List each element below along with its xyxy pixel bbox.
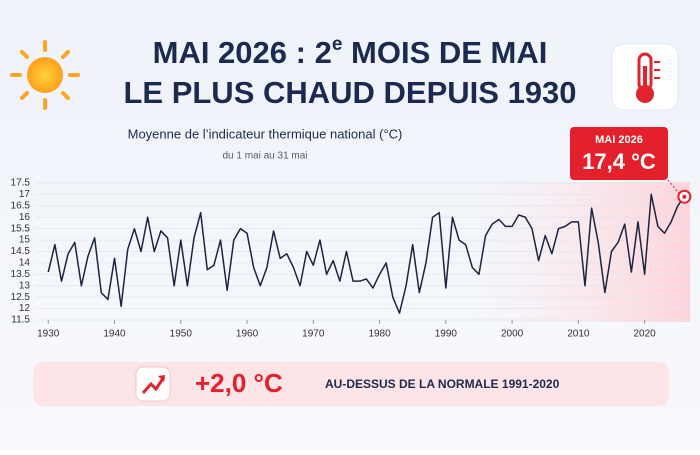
y-tick-label: 11.5 xyxy=(11,315,30,326)
x-tick-label: 1970 xyxy=(302,329,325,340)
title-part: MAI 2026 : 2 xyxy=(153,35,332,70)
trend-icon xyxy=(141,376,166,394)
y-tick-label: 12 xyxy=(19,303,31,314)
title-superscript: e xyxy=(332,34,343,55)
y-tick-label: 12.5 xyxy=(11,292,31,303)
x-tick-label: 1930 xyxy=(37,329,60,340)
banner-value: +2,0 °C xyxy=(195,368,283,398)
x-tick-label: 1980 xyxy=(368,329,391,340)
highlight-zone xyxy=(470,182,690,322)
plot: 17.51716.51615.51514.51413.51312.51211.5… xyxy=(11,178,692,340)
y-tick-label: 14.5 xyxy=(11,246,31,257)
x-tick-label: 1950 xyxy=(170,329,193,340)
x-tick-label: 1960 xyxy=(236,329,259,340)
callout: MAI 2026 17,4 °C xyxy=(570,127,668,180)
y-tick-label: 15.5 xyxy=(11,223,31,234)
callout-box xyxy=(570,127,668,180)
x-tick-label: 1990 xyxy=(435,329,458,340)
chart-subtitle: Moyenne de l’indicateur thermique nation… xyxy=(128,126,403,141)
y-tick-label: 13 xyxy=(19,280,31,291)
banner-text: AU-DESSUS DE LA NORMALE 1991-2020 xyxy=(325,377,560,391)
y-tick-label: 15 xyxy=(19,235,31,246)
sun-icon xyxy=(10,40,80,110)
y-tick-label: 13.5 xyxy=(11,269,31,280)
callout-value: 17,4 °C xyxy=(582,149,656,174)
title-line: LE PLUS CHAUD DEPUIS 1930 xyxy=(123,75,576,110)
thermometer-icon xyxy=(611,43,679,111)
data-line xyxy=(47,193,685,314)
title-part: MOIS DE MAI xyxy=(342,35,547,70)
x-tick-label: 1940 xyxy=(103,329,126,340)
x-tick-label: 2010 xyxy=(567,329,590,340)
y-tick-label: 16.5 xyxy=(11,200,31,211)
callout-leader xyxy=(667,179,680,195)
chart-note: du 1 mai au 31 mai xyxy=(222,151,307,162)
trend-arrow xyxy=(158,375,165,382)
title-line: MAI 2026 : 2e MOIS DE MAI xyxy=(153,34,548,70)
banner xyxy=(33,362,669,406)
last-point-dot xyxy=(682,194,687,199)
x-tick-label: 2000 xyxy=(501,329,524,340)
callout-title: MAI 2026 xyxy=(595,134,643,146)
y-tick-label: 14 xyxy=(19,258,31,269)
y-tick-label: 16 xyxy=(19,212,31,223)
y-tick-label: 17 xyxy=(19,189,31,200)
y-tick-label: 17.5 xyxy=(11,178,31,189)
x-tick-label: 2020 xyxy=(633,329,656,340)
